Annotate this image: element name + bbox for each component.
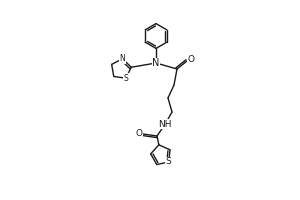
Text: O: O (187, 55, 194, 64)
Text: S: S (124, 74, 128, 83)
Text: S: S (166, 157, 172, 166)
Text: NH: NH (158, 120, 172, 129)
Text: O: O (136, 130, 143, 138)
Text: N: N (152, 58, 160, 68)
Text: N: N (120, 54, 125, 63)
